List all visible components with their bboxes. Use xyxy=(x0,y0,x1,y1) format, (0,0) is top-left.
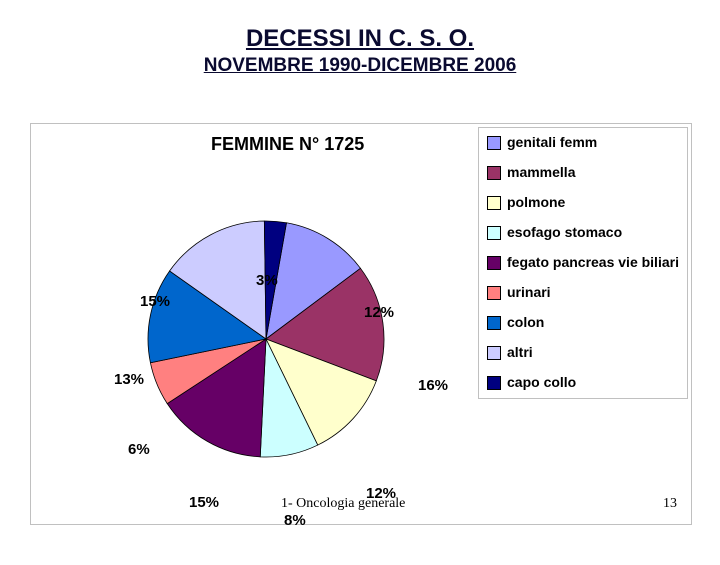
footer-note: 1- Oncologia generale xyxy=(281,496,405,512)
legend-swatch xyxy=(487,346,501,360)
legend-item: esofago stomaco xyxy=(487,224,679,240)
legend-label: polmone xyxy=(507,194,565,210)
legend-label: colon xyxy=(507,314,544,330)
legend-swatch xyxy=(487,376,501,390)
legend-swatch xyxy=(487,286,501,300)
pie-slice-label: 6% xyxy=(128,441,150,458)
legend-label: fegato pancreas vie biliari xyxy=(507,254,679,270)
pie-slice-label: 12% xyxy=(364,304,394,321)
page-subtitle: NOVEMBRE 1990-DICEMBRE 2006 xyxy=(0,55,720,77)
legend-label: urinari xyxy=(507,284,551,300)
legend-label: capo collo xyxy=(507,374,576,390)
pie-slice-label: 15% xyxy=(140,293,170,310)
legend-swatch xyxy=(487,256,501,270)
legend-item: altri xyxy=(487,344,679,360)
legend-swatch xyxy=(487,316,501,330)
legend-swatch xyxy=(487,226,501,240)
pie-chart xyxy=(116,189,416,494)
legend-swatch xyxy=(487,136,501,150)
legend-item: urinari xyxy=(487,284,679,300)
legend-label: genitali femm xyxy=(507,134,597,150)
legend-label: altri xyxy=(507,344,533,360)
legend-item: colon xyxy=(487,314,679,330)
page-title: DECESSI IN C. S. O. xyxy=(0,25,720,53)
legend-swatch xyxy=(487,196,501,210)
legend-item: genitali femm xyxy=(487,134,679,150)
page-number: 13 xyxy=(663,496,677,512)
legend-label: mammella xyxy=(507,164,575,180)
pie-slice-label: 3% xyxy=(256,272,278,289)
pie-svg xyxy=(116,189,416,489)
legend-swatch xyxy=(487,166,501,180)
chart-container: FEMMINE N° 1725 12%16%12%8%15%6%13%15%3%… xyxy=(30,123,692,525)
legend-item: fegato pancreas vie biliari xyxy=(487,254,679,270)
legend: genitali femm mammella polmone esofago stom… xyxy=(478,127,688,399)
chart-title: FEMMINE N° 1725 xyxy=(211,134,364,155)
legend-item: polmone xyxy=(487,194,679,210)
pie-slice-label: 15% xyxy=(189,494,219,511)
pie-slice-label: 13% xyxy=(114,371,144,388)
legend-item: mammella xyxy=(487,164,679,180)
legend-item: capo collo xyxy=(487,374,679,390)
pie-slice-label: 8% xyxy=(284,512,306,529)
slide: DECESSI IN C. S. O. NOVEMBRE 1990-DICEMB… xyxy=(0,25,720,565)
pie-slice-label: 16% xyxy=(418,377,448,394)
legend-label: esofago stomaco xyxy=(507,224,622,240)
